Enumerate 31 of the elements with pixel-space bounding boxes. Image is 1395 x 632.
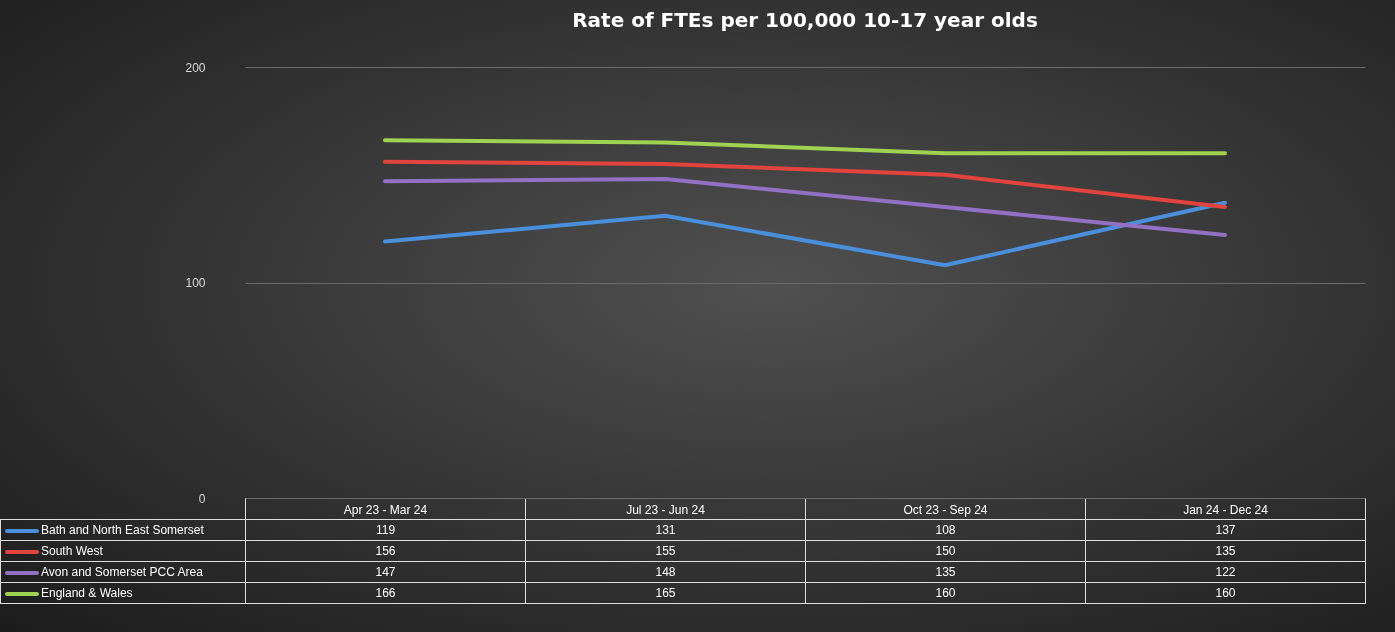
data-label: 150 [805, 540, 1086, 562]
legend-label: England & Wales [0, 582, 246, 604]
chart-title: Rate of FTEs per 100,000 10-17 year olds [572, 8, 1038, 32]
data-label: 148 [525, 561, 806, 583]
x-tick-label: Jan 24 - Dec 24 [1183, 502, 1269, 517]
y-tick-label: 200 [185, 60, 206, 75]
data-label: 108 [805, 519, 1086, 541]
data-label: 166 [245, 582, 526, 604]
data-label: 135 [805, 561, 1086, 583]
data-label: 119 [245, 519, 526, 541]
data-label: 156 [245, 540, 526, 562]
line-series [383, 200, 1227, 268]
y-tick-label: 0 [198, 491, 206, 506]
data-label: 135 [1085, 540, 1366, 562]
data-label: 122 [1085, 561, 1366, 583]
legend-label: South West [0, 540, 246, 562]
data-label: 147 [245, 561, 526, 583]
x-tick-label: Apr 23 - Mar 24 [343, 502, 428, 517]
data-label: 131 [525, 519, 806, 541]
data-label: 165 [525, 582, 806, 604]
x-tick-label: Jul 23 - Jun 24 [626, 502, 706, 517]
legend-label: Avon and Somerset PCC Area [0, 561, 246, 583]
data-label: 155 [525, 540, 806, 562]
data-label: 160 [1085, 582, 1366, 604]
line-series [383, 177, 1227, 238]
legend-label: Bath and North East Somerset [0, 519, 246, 541]
data-label: 160 [805, 582, 1086, 604]
x-tick-label: Oct 23 - Sep 24 [903, 502, 988, 517]
y-tick-label: 100 [185, 276, 206, 290]
data-label: 137 [1085, 519, 1366, 541]
line-series [383, 159, 1227, 210]
